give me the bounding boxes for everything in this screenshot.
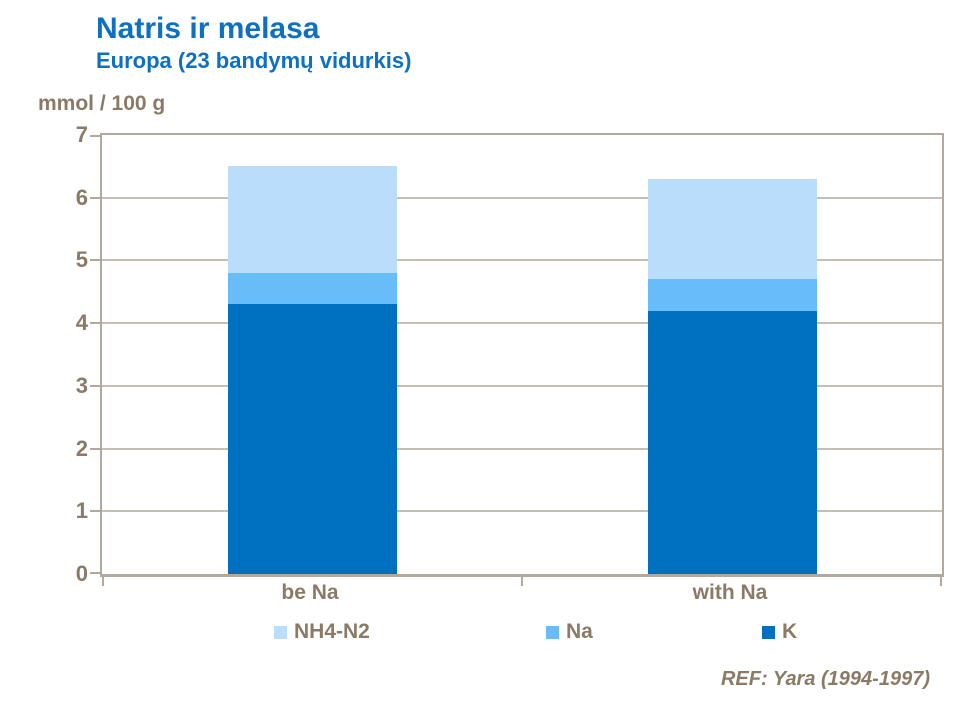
bar-segment-nh4-n2	[227, 166, 397, 273]
plot-area: 0 1 2 3 4 5 6 7	[76, 123, 944, 586]
bar-segment-nh4-n2	[647, 178, 817, 280]
y-axis-tick	[90, 135, 100, 137]
legend-swatch-icon	[762, 625, 775, 639]
category-label: be Na	[281, 581, 339, 604]
y-tick-label: 3	[75, 372, 88, 398]
y-axis-tick	[90, 196, 100, 199]
legend-item-k: K	[762, 618, 797, 646]
gridline	[102, 322, 942, 325]
x-axis-tick	[940, 577, 942, 586]
legend-label: Na	[566, 620, 593, 643]
y-tick-label: 7	[75, 122, 88, 147]
legend-item-nh4-n2: NH4-N2	[274, 618, 370, 646]
gridline	[102, 510, 942, 513]
bar-segment-k	[227, 304, 397, 574]
x-axis-tick	[521, 577, 523, 586]
y-tick-label: 4	[75, 310, 88, 336]
y-tick-label: 0	[75, 561, 88, 586]
y-axis-tick	[90, 322, 100, 325]
reference-note: REF: Yara (1994-1997)	[720, 668, 930, 690]
y-axis-unit-label: mmol / 100 g	[38, 92, 166, 115]
category-label: with Na	[692, 581, 768, 604]
legend-swatch-icon	[274, 625, 287, 639]
bar-segment-na	[647, 279, 817, 311]
y-axis-tick	[90, 259, 100, 262]
y-axis-tick	[90, 384, 100, 387]
legend-label: K	[782, 620, 798, 643]
y-axis-tick	[90, 447, 100, 450]
legend-swatch-icon	[546, 625, 559, 639]
y-axis-tick	[90, 510, 100, 513]
legend-label: NH4-N2	[294, 620, 370, 643]
gridline	[102, 196, 942, 199]
bar-segment-na	[227, 272, 397, 305]
y-tick-label: 1	[75, 498, 88, 524]
y-tick-label: 6	[75, 184, 88, 210]
y-tick-label: 2	[75, 435, 88, 461]
y-tick-label: 5	[75, 247, 88, 273]
gridline	[102, 259, 942, 262]
chart-subtitle: Europa (23 bandymų vidurkis)	[96, 48, 412, 73]
legend-item-na: Na	[546, 618, 593, 646]
legend: NH4-N2 Na K	[0, 618, 960, 646]
y-axis-tick	[90, 572, 100, 574]
bar-segment-k	[647, 310, 817, 574]
category-axis: be Na with Na	[100, 581, 940, 609]
gridline	[102, 447, 942, 450]
x-axis-tick	[102, 577, 104, 586]
gridline	[102, 384, 942, 387]
chart-title: Natris ir melasa	[96, 12, 320, 45]
